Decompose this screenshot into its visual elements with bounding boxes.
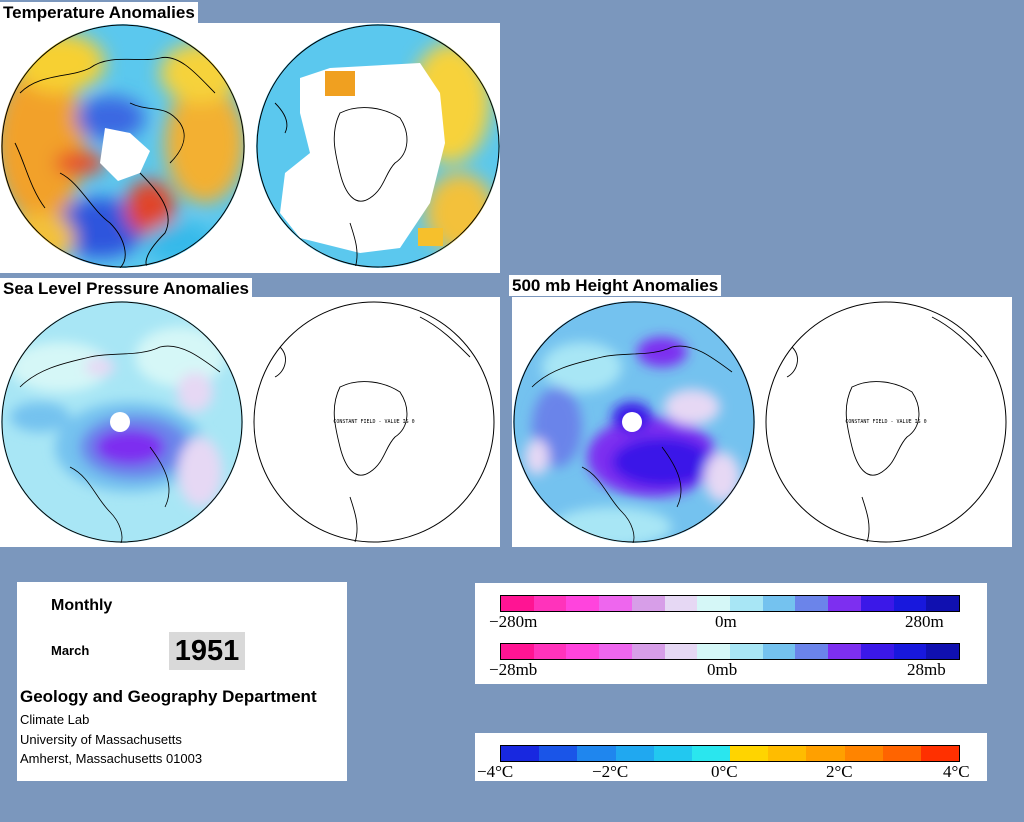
lab-label: Climate Lab <box>20 712 90 727</box>
height-swatch <box>730 596 763 611</box>
temperature-swatch <box>920 746 960 761</box>
pressure-swatch <box>860 644 894 659</box>
temperature-swatch <box>691 746 731 761</box>
pressure-swatch <box>599 644 632 659</box>
height-swatch <box>762 596 796 611</box>
pressure-swatch <box>828 644 861 659</box>
pressure-swatch <box>533 644 567 659</box>
address-label: Amherst, Massachusetts 01003 <box>20 751 203 766</box>
pressure-max-label: 28mb <box>907 660 946 679</box>
slp-panel: CONSTANT FIELD - VALUE IS 0 <box>0 297 500 547</box>
sh-slp-map: CONSTANT FIELD - VALUE IS 0 <box>253 301 495 543</box>
temperature-swatch <box>730 746 769 761</box>
temp-label-3: 2°C <box>826 762 853 781</box>
height500-title: 500 mb Height Anomalies <box>509 275 722 296</box>
temperature-title: Temperature Anomalies <box>0 2 198 23</box>
nh-slp-map <box>1 301 243 543</box>
pressure-mid-label: 0mb <box>707 660 738 679</box>
year-display: 1951 <box>169 632 245 670</box>
height-swatch <box>501 596 534 611</box>
pressure-swatch <box>926 644 960 659</box>
height-swatch <box>599 596 632 611</box>
height-swatch <box>697 596 731 611</box>
height-min-label: −280m <box>489 612 538 631</box>
university-label: University of Massachusetts <box>20 732 182 747</box>
pressure-min-label: −28mb <box>489 660 538 679</box>
pressure-swatch <box>730 644 763 659</box>
temp-label-1: −2°C <box>592 762 629 781</box>
temperature-swatch <box>501 746 540 761</box>
sh-500mb-map: CONSTANT FIELD - VALUE IS 0 <box>765 301 1007 543</box>
height-swatch <box>926 596 960 611</box>
height-swatch <box>533 596 567 611</box>
height-swatch <box>795 596 829 611</box>
temp-label-4: 4°C <box>943 762 970 781</box>
period-label: Monthly <box>51 597 113 614</box>
pressure-swatch <box>631 644 665 659</box>
height-color-bar <box>500 595 960 612</box>
height-swatch <box>893 596 927 611</box>
pressure-swatch <box>566 644 600 659</box>
temperature-swatch <box>882 746 921 761</box>
slp-constant-field-text: CONSTANT FIELD - VALUE IS 0 <box>333 419 414 425</box>
temperature-swatch <box>539 746 578 761</box>
height-swatch <box>828 596 861 611</box>
temp-label-2: 0°C <box>711 762 738 781</box>
pressure-swatch <box>893 644 927 659</box>
nh-temperature-map <box>1 24 245 268</box>
sh-temperature-map <box>256 24 500 268</box>
height-swatch <box>860 596 894 611</box>
temperature-swatch <box>653 746 692 761</box>
height-swatch <box>631 596 665 611</box>
nh-500mb-map <box>513 301 755 543</box>
pressure-swatch <box>697 644 731 659</box>
height-mid-label: 0m <box>715 612 737 631</box>
info-box: Monthly March 1951 Geology and Geography… <box>17 582 347 781</box>
temperature-swatch <box>615 746 654 761</box>
slp-title: Sea Level Pressure Anomalies <box>0 278 253 299</box>
height-swatch <box>566 596 600 611</box>
pressure-swatch <box>501 644 534 659</box>
height-max-label: 280m <box>905 612 944 631</box>
temperature-swatch <box>577 746 616 761</box>
temperature-panel <box>0 23 500 273</box>
temperature-swatch <box>844 746 883 761</box>
department-label: Geology and Geography Department <box>20 687 317 706</box>
temperature-color-bar <box>500 745 960 762</box>
height500-constant-field-text: CONSTANT FIELD - VALUE IS 0 <box>845 419 926 425</box>
temp-label-0: −4°C <box>477 762 514 781</box>
temperature-swatch <box>768 746 807 761</box>
temperature-swatch <box>806 746 845 761</box>
pressure-swatch <box>664 644 698 659</box>
pressure-swatch <box>795 644 829 659</box>
pressure-color-bar <box>500 643 960 660</box>
height-pressure-legend: −280m 0m 280m −28mb 0mb 28mb <box>475 583 987 684</box>
month-label: March <box>51 643 90 658</box>
temperature-legend: −4°C −2°C 0°C 2°C 4°C <box>475 733 987 781</box>
height-swatch <box>664 596 698 611</box>
height500-panel: CONSTANT FIELD - VALUE IS 0 <box>512 297 1012 547</box>
pressure-swatch <box>762 644 796 659</box>
